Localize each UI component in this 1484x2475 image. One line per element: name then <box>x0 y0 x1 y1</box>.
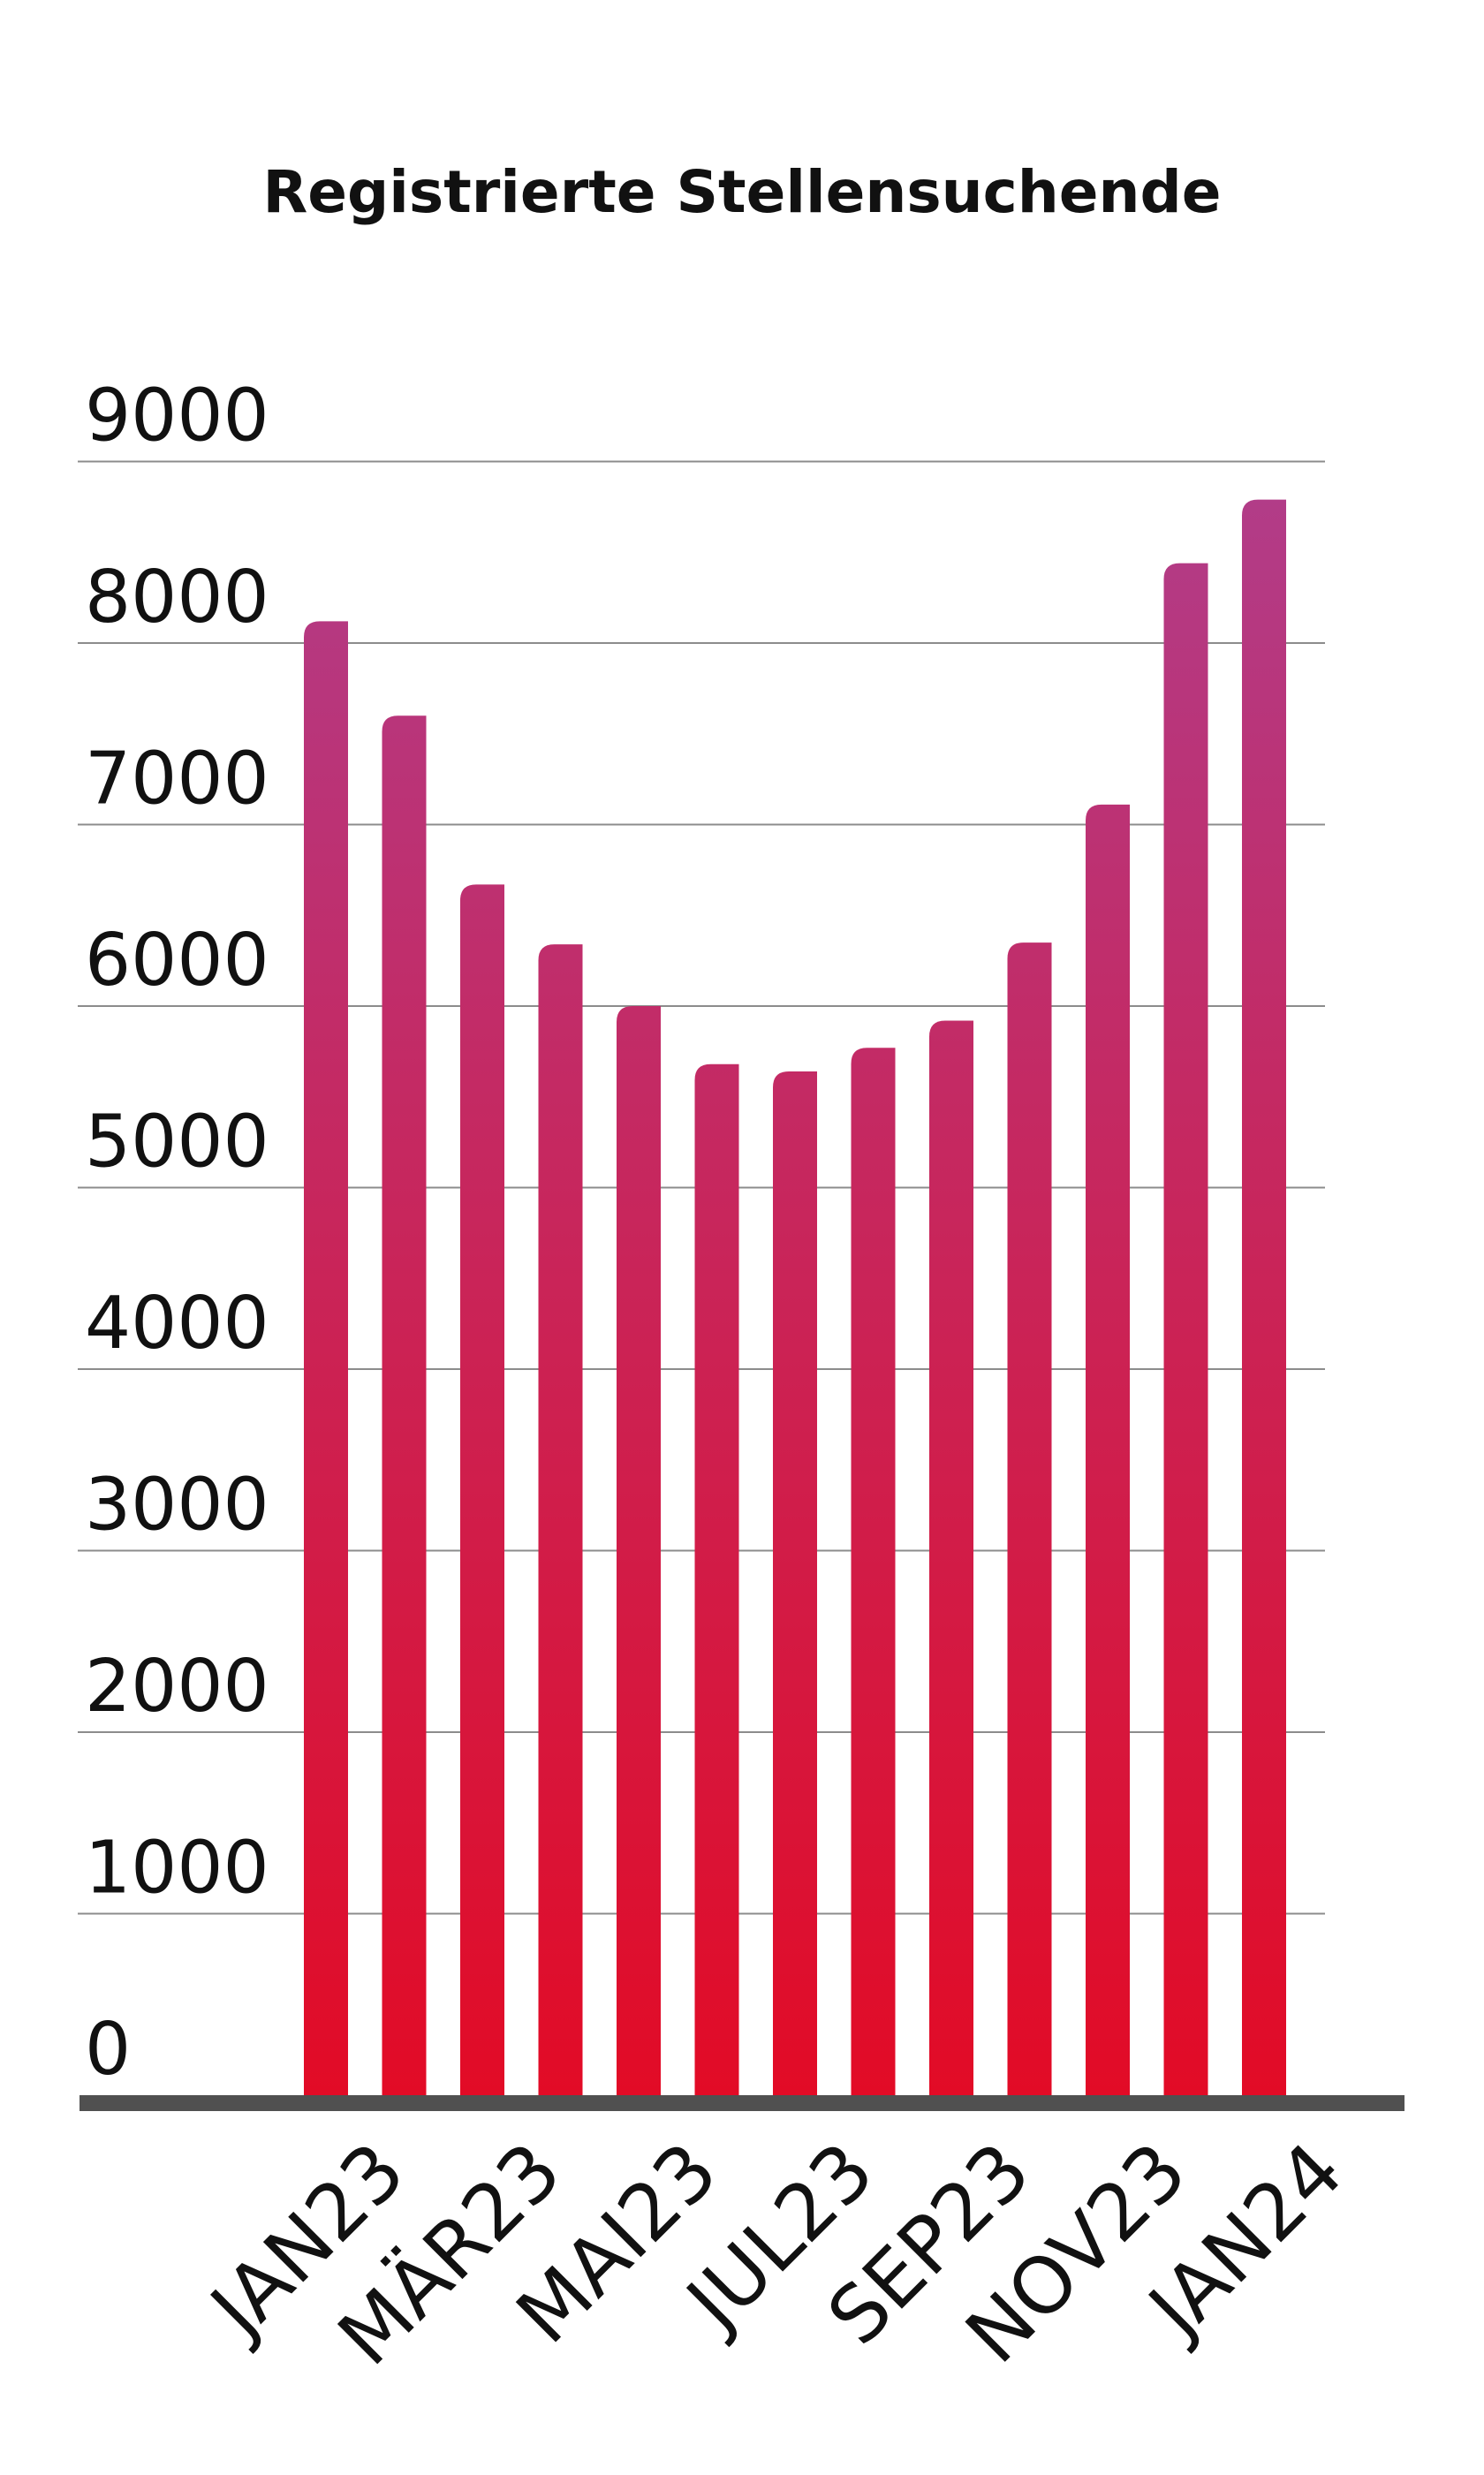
bar <box>538 944 583 2095</box>
y-tick-label: 5000 <box>85 1101 269 1185</box>
y-tick-label: 9000 <box>85 375 269 458</box>
y-tick-label: 6000 <box>85 919 269 1003</box>
y-axis-tick-labels: 0 1000 2000 3000 4000 5000 6000 7000 8000 9000 <box>85 375 269 2093</box>
y-tick-label: 8000 <box>85 556 269 640</box>
bar <box>382 715 427 2096</box>
y-tick-label: 2000 <box>85 1645 269 1729</box>
y-tick-label: 4000 <box>85 1282 269 1366</box>
bar <box>617 1006 661 2095</box>
chart-title: Registrierte Stellensuchende <box>262 158 1221 226</box>
bar <box>929 1020 973 2095</box>
bar <box>1086 804 1130 2095</box>
bar <box>851 1048 896 2095</box>
bars <box>304 499 1286 2096</box>
y-tick-label: 3000 <box>85 1464 269 1548</box>
y-tick-label: 1000 <box>85 1827 269 1911</box>
bar <box>1007 942 1052 2095</box>
bar <box>1242 499 1286 2095</box>
bar <box>773 1071 817 2095</box>
bar <box>1163 563 1208 2095</box>
bar <box>694 1063 739 2095</box>
x-axis-baseline <box>80 2095 1404 2111</box>
y-tick-label: 7000 <box>85 738 269 821</box>
bar <box>304 621 348 2095</box>
bar <box>460 884 504 2096</box>
y-tick-label: 0 <box>85 2008 131 2092</box>
